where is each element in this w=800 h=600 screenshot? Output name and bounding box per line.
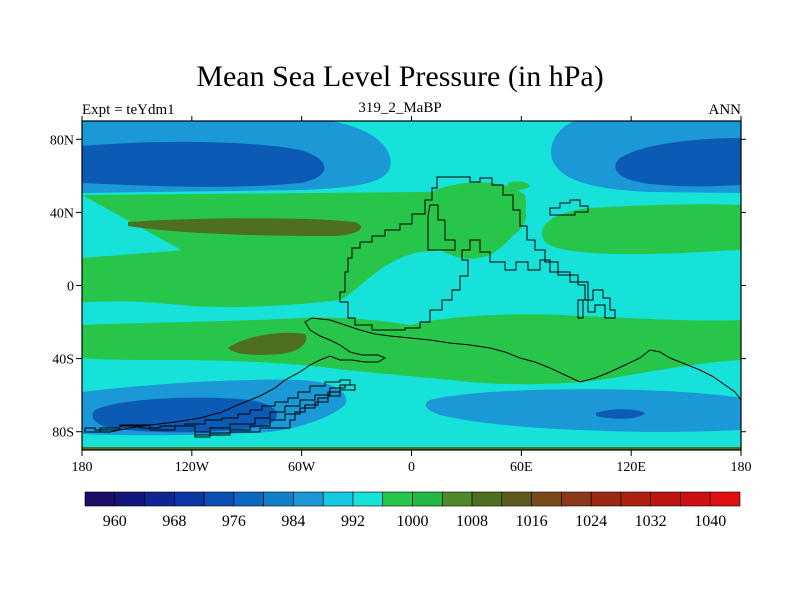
polar-band [82, 436, 741, 448]
colorbar-swatch [114, 491, 145, 507]
colorbar-swatch [650, 491, 681, 507]
x-axis: 180 120W 60W 0 60E 120E 180 [72, 116, 752, 475]
colorbar-swatch [203, 491, 235, 507]
coast-antarctic [194, 384, 356, 438]
x-tick-label: 120E [616, 460, 646, 475]
colorbar-labels: 960 968 976 984 992 1000 1008 1016 1024 1032 1040 [103, 513, 726, 530]
map-title: Mean Sea Level Pressure (in hPa) [196, 60, 604, 93]
colorbar-swatch [322, 491, 354, 507]
colorbar-label: 984 [281, 513, 305, 530]
colorbar-swatch [531, 491, 562, 507]
colorbar [84, 491, 741, 507]
coast-inner-sea [427, 204, 456, 251]
y-axis: 80N 40N 0 40S 80S [50, 133, 746, 441]
colorbar-swatch [84, 491, 116, 507]
polar-edge [82, 447, 741, 450]
colorbar-label: 1024 [575, 513, 607, 530]
colorbar-swatch [382, 491, 413, 507]
colorbar-swatch [709, 491, 741, 507]
southern-high-band [82, 314, 741, 385]
coast-gondwana [84, 379, 351, 436]
coast-arctic-islands [549, 199, 589, 216]
colorbar-swatch [680, 491, 711, 507]
period-label: 319_2_MaBP [358, 100, 442, 116]
colorbar-label: 960 [103, 513, 127, 530]
x-tick-label: 180 [72, 460, 93, 475]
y-tick-label: 0 [67, 280, 74, 295]
colorbar-label: 1008 [456, 513, 488, 530]
colorbar-label: 992 [341, 513, 365, 530]
y-tick-label: 80N [50, 133, 74, 148]
x-tick-label: 60W [288, 460, 316, 475]
colorbar-swatch [352, 491, 384, 507]
colorbar-swatch [590, 491, 622, 507]
experiment-label: Expt = teYdm1 [82, 102, 175, 118]
coastlines [84, 176, 741, 438]
north-atlantic-high-core [128, 218, 361, 236]
mid-lat-high-west-fill [82, 255, 195, 302]
colorbar-label: 968 [162, 513, 186, 530]
y-tick-label: 40N [50, 206, 74, 221]
colorbar-swatch [441, 491, 473, 507]
colorbar-label: 1032 [635, 513, 667, 530]
colorbar-label: 1000 [397, 513, 429, 530]
arctic-high-patch [508, 181, 530, 190]
season-label: ANN [708, 102, 742, 118]
southern-high-core [228, 332, 307, 355]
colorbar-swatch [144, 491, 175, 507]
colorbar-swatch [293, 491, 324, 507]
colorbar-label: 1016 [516, 513, 548, 530]
colorbar-swatch [263, 491, 294, 507]
colorbar-swatch [412, 491, 443, 507]
colorbar-swatch [233, 491, 264, 507]
mid-lat-high-east [542, 204, 741, 255]
colorbar-swatch [620, 491, 651, 507]
y-tick-label: 40S [52, 353, 74, 368]
colorbar-label: 1040 [694, 513, 726, 530]
coast-south-pacific [85, 317, 741, 433]
colorbar-swatch [501, 491, 532, 507]
colorbar-label: 976 [222, 513, 246, 530]
north-low-east-core [615, 138, 741, 187]
x-tick-label: 0 [408, 460, 415, 475]
colorbar-swatch [471, 491, 503, 507]
southern-low-core-east [596, 409, 645, 419]
coast-laurasia [339, 176, 616, 331]
x-tick-label: 180 [731, 460, 752, 475]
southern-low-band-east [425, 389, 741, 432]
y-tick-label: 80S [52, 426, 74, 441]
x-tick-label: 60E [510, 460, 533, 475]
pressure-field [82, 121, 741, 450]
north-low-west-core [82, 141, 325, 187]
colorbar-swatch [174, 491, 205, 507]
x-tick-label: 120W [175, 460, 210, 475]
colorbar-swatch [561, 491, 592, 507]
